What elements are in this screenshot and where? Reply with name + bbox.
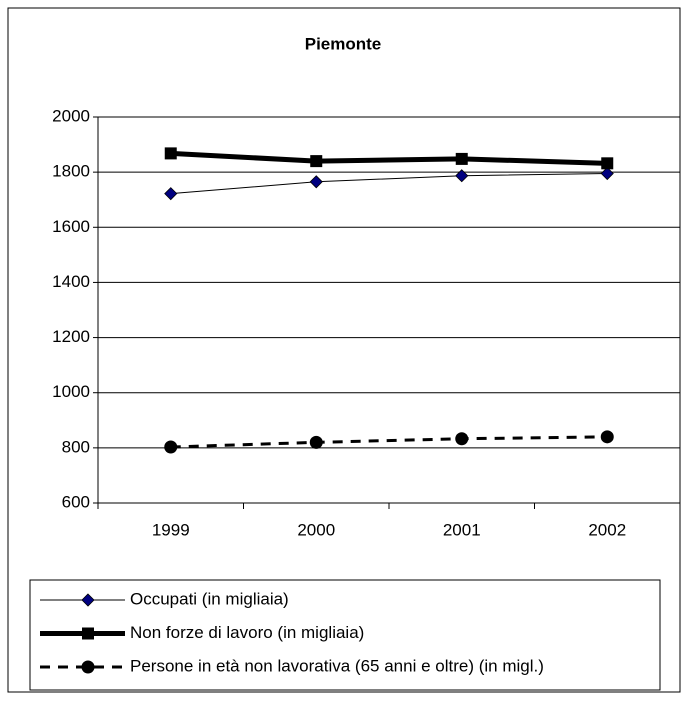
x-tick-label: 1999 (152, 520, 190, 539)
data-point (455, 152, 468, 165)
y-tick-label: 600 (62, 492, 90, 511)
legend-marker (81, 593, 95, 607)
y-tick-label: 800 (62, 437, 90, 456)
data-point (164, 187, 178, 201)
data-point (455, 432, 469, 446)
series-line (170, 435, 608, 449)
data-point (309, 175, 323, 189)
series-line (170, 150, 608, 166)
data-point (455, 169, 469, 183)
y-tick-label: 1200 (52, 327, 90, 346)
legend-box (29, 579, 661, 691)
data-point (164, 147, 177, 160)
y-tick-label: 1400 (52, 272, 90, 291)
legend-label: Non forze di lavoro (in migliaia) (130, 623, 364, 642)
y-tick-label: 2000 (52, 106, 90, 125)
legend-label: Persone in età non lavorativa (65 anni e… (130, 656, 544, 675)
y-tick-label: 1000 (52, 382, 90, 401)
chart-title: Piemonte (305, 34, 382, 53)
x-tick-label: 2002 (588, 520, 626, 539)
legend-marker (81, 660, 95, 674)
data-point (164, 440, 178, 454)
y-tick-label: 1600 (52, 217, 90, 236)
data-point (601, 157, 614, 170)
legend-marker (82, 627, 94, 640)
chart-border (7, 7, 681, 693)
x-tick-label: 2001 (443, 520, 481, 539)
data-point (310, 155, 323, 168)
y-tick-label: 1800 (52, 162, 90, 181)
data-point (600, 166, 614, 181)
x-tick-label: 2000 (297, 520, 335, 539)
data-point (600, 430, 614, 444)
series-line (170, 173, 608, 195)
data-point (309, 435, 323, 449)
legend-label: Occupati (in migliaia) (130, 589, 289, 608)
